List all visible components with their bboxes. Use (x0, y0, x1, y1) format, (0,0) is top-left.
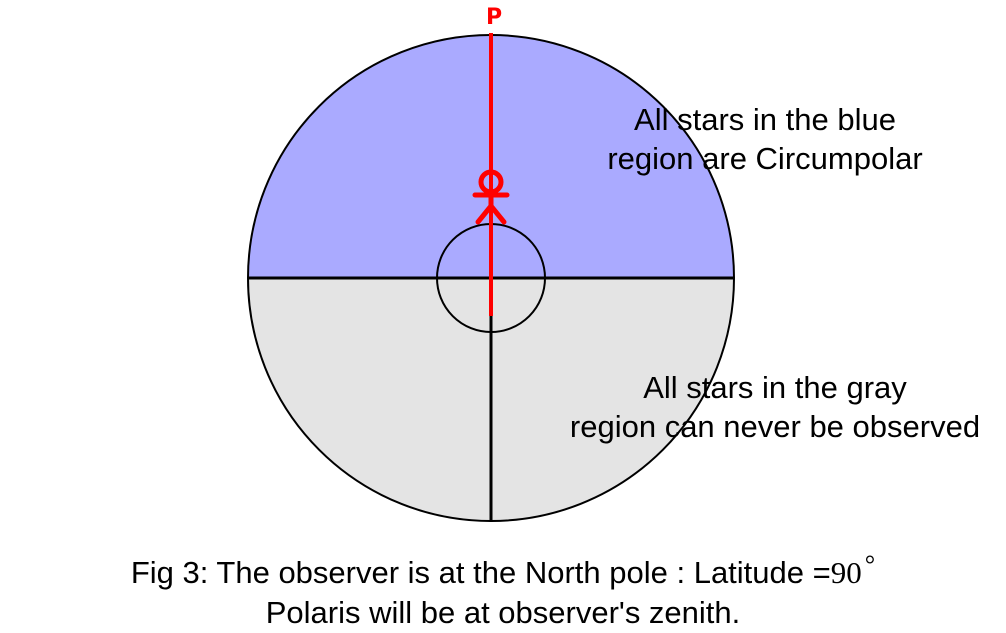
caption-line-1: Fig 3: The observer is at the North pole… (0, 545, 1006, 593)
circumpolar-label-line-1: All stars in the blue (634, 102, 896, 137)
caption-line-1-text: Fig 3: The observer is at the North pole… (130, 555, 831, 590)
circumpolar-region-label: All stars in the blue region are Circump… (590, 100, 940, 178)
caption-line-2: Polaris will be at observer's zenith. (265, 595, 741, 630)
figure-caption: Fig 3: The observer is at the North pole… (0, 545, 1006, 633)
never-observed-label-line-2: region can never be observed (569, 409, 981, 444)
circumpolar-label-line-2: region are Circumpolar (607, 141, 923, 176)
pole-label: P (486, 5, 503, 30)
observer-stick-figure-icon (472, 169, 510, 225)
latitude-value: 90 (830, 555, 862, 590)
never-observed-label-line-1: All stars in the gray (643, 370, 907, 405)
never-observed-region-label: All stars in the gray region can never b… (545, 368, 1005, 446)
degree-symbol: ° (864, 550, 876, 579)
